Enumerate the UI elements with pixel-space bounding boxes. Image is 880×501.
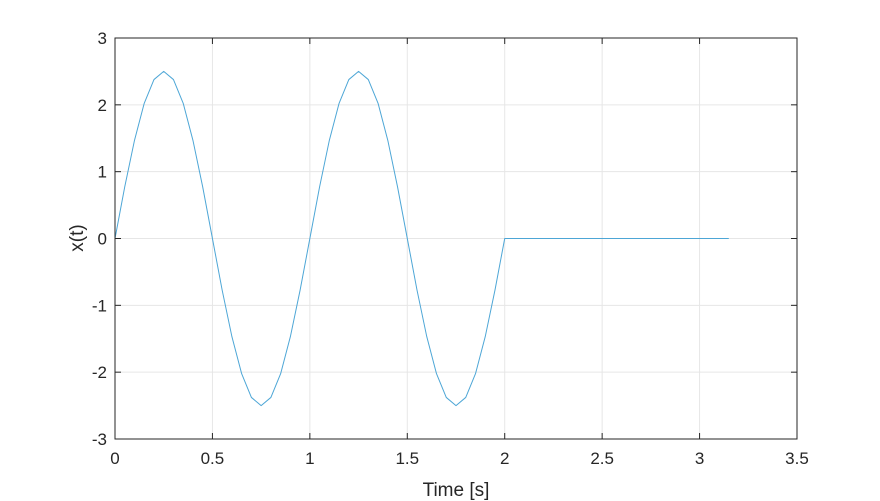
y-tick-label: -1: [92, 296, 107, 315]
x-tick-label: 2: [500, 449, 509, 468]
series-layer: [114, 70, 729, 407]
x-axis-label: Time [s]: [423, 480, 490, 501]
x-tick-label: 3.5: [785, 449, 809, 468]
y-tick-label: -2: [92, 363, 107, 382]
y-tick-label: 3: [98, 29, 107, 48]
y-tick-labels: -3 -2 -1 0 1 2 3: [92, 29, 107, 449]
x-tick-label: 0: [110, 449, 119, 468]
y-axis-label: x(t): [67, 224, 88, 251]
x-tick-label: 1.5: [395, 449, 419, 468]
series-line: [114, 70, 729, 407]
x-tick-labels: 0 0.5 1 1.5 2 2.5 3 3.5: [110, 449, 809, 468]
y-tick-label: 1: [98, 163, 107, 182]
x-tick-label: 2.5: [590, 449, 614, 468]
y-tick-label: 0: [98, 230, 107, 249]
y-tick-label: -3: [92, 430, 107, 449]
x-tick-label: 3: [695, 449, 704, 468]
y-tick-label: 2: [98, 96, 107, 115]
x-tick-label: 1: [305, 449, 314, 468]
x-tick-label: 0.5: [201, 449, 225, 468]
tick-marks: [114, 37, 798, 440]
